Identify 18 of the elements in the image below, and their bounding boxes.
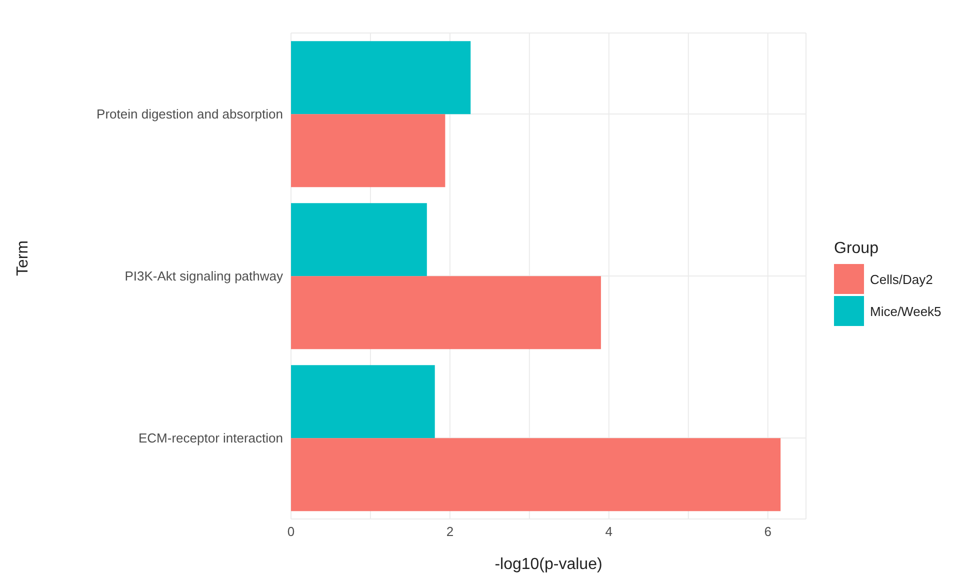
x-tick-label: 0 (287, 524, 295, 540)
y-tick-label: ECM-receptor interaction (138, 430, 283, 446)
x-tick-label: 6 (764, 524, 772, 540)
y-axis-title: Term (14, 240, 32, 276)
x-axis-title: -log10(p-value) (494, 556, 602, 573)
y-tick-label: PI3K-Akt signaling pathway (124, 268, 284, 284)
bar (291, 438, 781, 512)
bar (291, 41, 471, 114)
bar (291, 365, 435, 438)
legend-label: Cells/Day2 (870, 272, 933, 286)
bar (291, 114, 446, 188)
legend-title: Group (834, 240, 880, 258)
y-tick-label: Protein digestion and absorption (96, 106, 283, 122)
bar (291, 203, 427, 276)
x-tick-label: 2 (446, 524, 454, 540)
x-tick-label: 4 (605, 524, 613, 540)
legend-label: Mice/Week5 (870, 304, 942, 318)
bar (291, 276, 601, 350)
